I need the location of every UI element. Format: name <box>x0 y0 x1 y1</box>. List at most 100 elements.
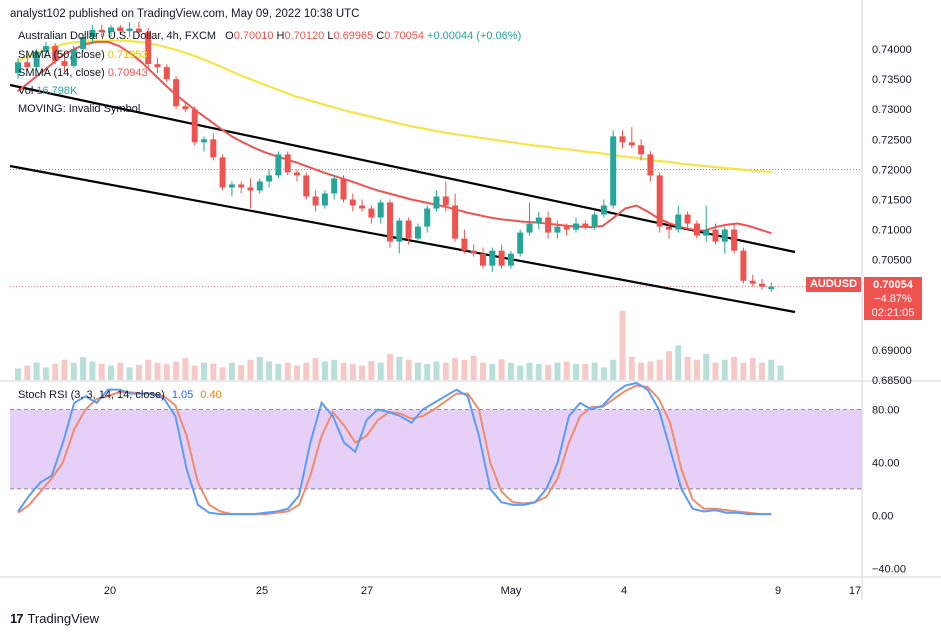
volume-bar <box>414 362 421 380</box>
volume-bar <box>759 362 765 380</box>
candle-body <box>712 229 719 242</box>
candle-body <box>70 49 77 66</box>
candle-body <box>294 172 300 176</box>
volume-bar <box>201 362 207 380</box>
candle-body <box>470 250 477 254</box>
volume-bar <box>294 365 300 380</box>
price-tick-label: 0.68500 <box>872 375 912 387</box>
legend-l: L0.69965 <box>327 30 374 42</box>
tv-mark-icon: 17 <box>10 611 24 626</box>
rsi-tick-label: 40.00 <box>872 457 900 469</box>
legend-h: H0.70120 <box>276 30 325 42</box>
candle-body <box>42 46 49 53</box>
volume-bar <box>638 362 645 380</box>
time-tick-label: May <box>501 585 522 597</box>
candle-body <box>387 202 393 242</box>
volume-bar <box>433 361 440 380</box>
volume-bar <box>675 345 682 380</box>
candle-body <box>452 205 459 239</box>
volume-bar <box>693 359 700 380</box>
price-tick-label: 0.69000 <box>872 345 912 357</box>
channel-lower-line <box>9 164 796 314</box>
published-header: analyst102 published on TradingView.com,… <box>10 8 360 20</box>
volume-bar <box>480 362 486 380</box>
legend-symbol: Australian Dollar / U.S. Dollar, 4h, FXC… <box>18 30 217 42</box>
time-tick-label: 4 <box>621 585 627 597</box>
volume-bar <box>340 362 347 380</box>
rsi-k-value: 1.05 <box>171 389 194 401</box>
price-tick-label: 0.74000 <box>872 44 912 56</box>
volume-bar <box>610 359 617 380</box>
volume-bar <box>498 359 505 380</box>
volume-bar <box>312 358 319 380</box>
candle-body <box>489 250 496 266</box>
candle-body <box>24 62 31 68</box>
sma14-line <box>17 40 772 235</box>
volume-bar <box>70 362 77 380</box>
volume-bar <box>619 310 626 380</box>
price-tick-label: 0.72000 <box>872 164 912 176</box>
candle-body <box>108 27 114 33</box>
candle-body <box>433 196 440 209</box>
volume-bar <box>331 359 338 380</box>
time-tick-label: 20 <box>104 585 116 597</box>
candle-body <box>303 175 310 197</box>
candle-body <box>600 205 607 215</box>
candle-body <box>545 217 552 233</box>
candle-body <box>638 145 645 155</box>
rsi-tick-label: −40.00 <box>872 563 906 575</box>
volume-bar <box>61 359 68 380</box>
candle-body <box>721 229 728 242</box>
candle-body <box>693 223 700 236</box>
volume-bar <box>684 356 691 380</box>
volume-bar <box>442 362 449 380</box>
volume-bar <box>349 363 356 380</box>
candle-body <box>563 226 570 230</box>
candle-body <box>182 106 189 110</box>
volume-bar <box>582 363 589 380</box>
channel-upper-line <box>9 83 796 254</box>
volume-bar <box>600 367 607 380</box>
volume-bar <box>768 359 775 380</box>
candle-body <box>359 205 366 209</box>
candle-body <box>349 199 356 206</box>
volume-bar <box>228 362 235 380</box>
volume-bar <box>303 362 310 380</box>
price-tick-label: 0.71000 <box>872 225 912 237</box>
volume-bar <box>154 362 161 380</box>
candle-body <box>768 286 775 290</box>
candle-body <box>210 139 217 158</box>
candle-body <box>740 250 747 281</box>
stoch-rsi-panel <box>10 381 862 516</box>
volume-bar <box>359 365 366 380</box>
volume-bar <box>573 363 579 380</box>
volume-bar <box>247 359 254 380</box>
volume-bar <box>275 363 282 380</box>
candle-body <box>442 196 449 206</box>
volume-bar <box>89 361 96 380</box>
rsi-label: Stoch RSI (3, 3, 14, 14, close) <box>18 389 165 401</box>
rsi-tick-label: 80.00 <box>872 404 900 416</box>
volume-bar <box>470 355 477 380</box>
candle-body <box>228 184 235 188</box>
volume-bar <box>24 365 31 380</box>
candle-body <box>331 178 338 194</box>
time-tick-label: 25 <box>256 585 268 597</box>
candle-body <box>628 142 635 146</box>
candle-body <box>480 253 486 266</box>
candle-body <box>461 238 468 251</box>
candle-body <box>256 181 263 191</box>
volume-bar <box>135 365 142 380</box>
tradingview-logo[interactable]: 17 TradingView <box>10 611 99 626</box>
candle-body <box>33 52 40 68</box>
candle-body <box>684 214 691 224</box>
price-panel <box>9 21 862 380</box>
legend-symbol-line: Australian Dollar / U.S. Dollar, 4h, FXC… <box>18 30 521 42</box>
candle-body <box>759 283 765 287</box>
price-tick-label: 0.71500 <box>872 194 912 206</box>
candle-body <box>238 184 245 188</box>
volume-bar <box>368 360 375 380</box>
candle-body <box>80 37 87 50</box>
volume-bar <box>452 358 459 380</box>
volume-bar <box>80 356 87 380</box>
